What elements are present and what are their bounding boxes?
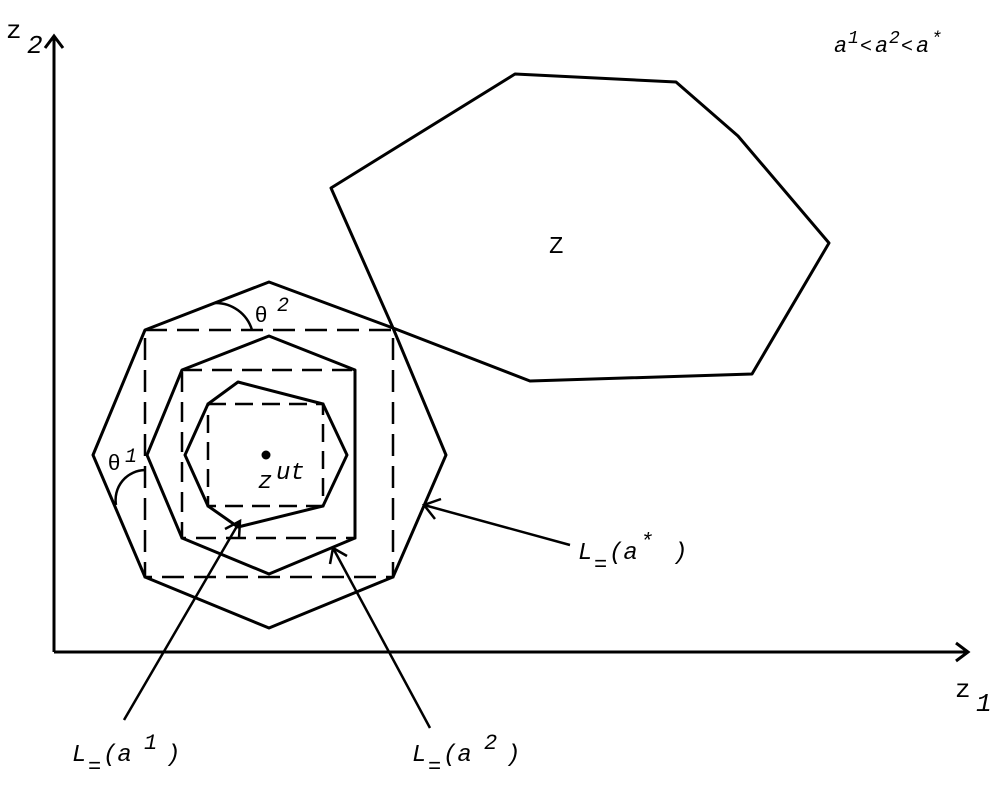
arrow-a2-line	[331, 547, 432, 729]
condition-lt2: <	[901, 36, 913, 59]
y-axis-arrowhead	[43, 33, 65, 49]
level-set-astar-label: L = (a * )	[578, 530, 687, 578]
label-a2-arg: (a	[443, 742, 472, 769]
arrow-astar-head	[421, 497, 442, 520]
condition-a1: a	[834, 34, 847, 59]
label-astar-sub: =	[594, 553, 607, 578]
label-a2-close: )	[506, 742, 520, 769]
condition-label: a 1 < a 2 < a *	[834, 29, 942, 59]
label-a2-sub: =	[428, 755, 441, 780]
label-astar-close: )	[673, 540, 687, 567]
pointer-arrows	[122, 497, 571, 729]
label-a1-sub: =	[88, 755, 101, 780]
label-a1-arg: (a	[103, 742, 132, 769]
condition-a1-sup: 1	[848, 29, 859, 49]
theta1-symbol: θ	[108, 450, 120, 475]
label-a1-sup: 1	[144, 731, 157, 756]
y-axis-label: z	[6, 16, 22, 46]
level-set-a2-label: L = (a 2 )	[412, 731, 520, 780]
x-axis-subscript: 1	[976, 689, 992, 719]
level-set-a2-box	[180, 368, 357, 540]
level-set-a2-hexagon	[145, 334, 357, 576]
label-astar-arg: (a	[609, 540, 638, 567]
feasible-set-label: Z	[549, 234, 563, 261]
arrow-a1-head	[224, 518, 242, 539]
condition-astar: a	[916, 34, 929, 59]
y-axis-subscript: 2	[27, 31, 43, 61]
condition-lt1: <	[860, 36, 872, 59]
feasible-set-polygon	[329, 72, 831, 383]
utopia-superscript: ut	[276, 460, 305, 487]
theta2-arc	[214, 301, 254, 331]
label-a1-close: )	[166, 742, 180, 769]
level-set-a1-box	[206, 402, 325, 508]
label-astar-base: L	[578, 540, 592, 567]
condition-a2: a	[875, 34, 888, 59]
label-a2-sup: 2	[484, 731, 497, 756]
x-axis-label: z	[955, 675, 971, 705]
axes	[43, 33, 971, 663]
theta2-superscript: 2	[277, 295, 289, 318]
label-astar-sup: *	[640, 530, 653, 555]
arrow-a2-head	[328, 546, 348, 565]
utopia-point	[261, 450, 271, 460]
condition-a2-sup: 2	[889, 29, 900, 49]
label-a2-base: L	[412, 742, 426, 769]
arrow-a1-line	[122, 520, 242, 721]
level-set-astar-octagon	[91, 280, 448, 630]
arrow-astar-line	[423, 503, 571, 547]
utopia-label: z	[258, 469, 272, 496]
level-set-astar-box	[143, 328, 395, 579]
condition-astar-sup: *	[931, 30, 942, 50]
level-set-a1-octagon	[183, 380, 349, 529]
level-set-a1-label: L = (a 1 )	[72, 731, 180, 780]
label-a1-base: L	[72, 742, 86, 769]
theta1-arc	[114, 468, 146, 506]
theta2-symbol: θ	[255, 302, 267, 327]
x-axis-arrowhead	[955, 641, 971, 663]
theta1-superscript: 1	[125, 446, 137, 469]
